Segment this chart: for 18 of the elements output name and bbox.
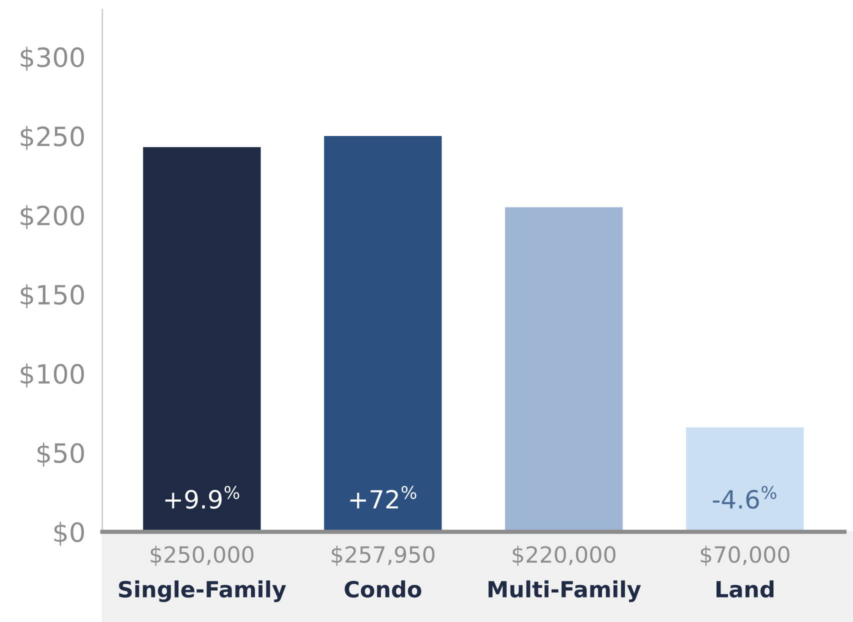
y-tick-label: $300 bbox=[20, 46, 84, 71]
x-tick-label: $220,000 Multi-Family bbox=[488, 546, 641, 602]
annotation: +9.9$^{%}$ bbox=[165, 486, 240, 509]
bar bbox=[686, 427, 804, 532]
y-tick-label: $100 bbox=[20, 363, 84, 388]
x-tick-label: $70,000 Land bbox=[700, 546, 790, 598]
y-tick-label: $150 bbox=[20, 284, 84, 308]
y-tick-label: $200 bbox=[20, 205, 84, 230]
x-tick-label: $250,000 Single-Family bbox=[119, 546, 286, 602]
x-tick-label: $257,950 Condo bbox=[332, 546, 434, 598]
y-tick-label: $0 bbox=[54, 522, 84, 546]
bar bbox=[505, 207, 623, 532]
y-tick-label: $50 bbox=[38, 442, 84, 467]
bar bbox=[324, 136, 442, 532]
bar bbox=[143, 147, 261, 532]
annotation: +72$^{%}$ bbox=[350, 486, 416, 508]
y-tick-label: $250 bbox=[20, 126, 84, 150]
annotation: -4.6$^{%}$ bbox=[712, 486, 776, 509]
